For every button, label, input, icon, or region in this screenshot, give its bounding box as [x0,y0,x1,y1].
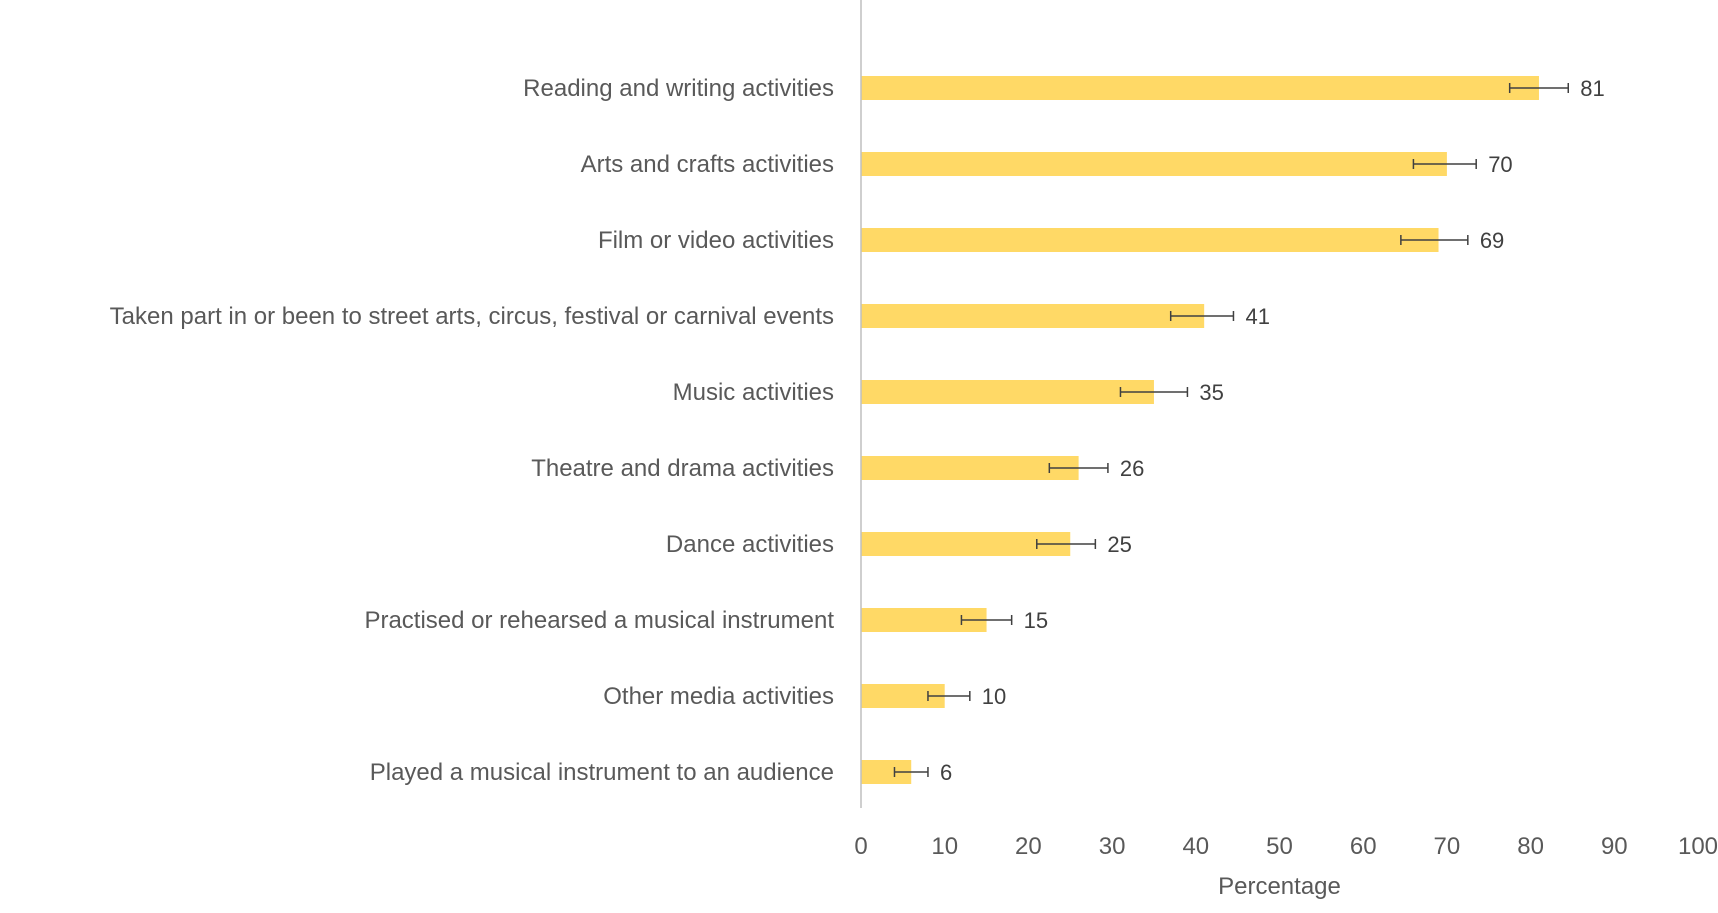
bar [861,228,1439,252]
data-label: 15 [1024,608,1048,633]
category-label: Practised or rehearsed a musical instrum… [364,607,834,634]
bar [861,152,1447,176]
category-label: Theatre and drama activities [531,455,834,482]
data-label: 10 [982,684,1006,709]
x-tick-label: 90 [1601,833,1628,860]
error-bar [1048,463,1109,473]
x-tick-label: 50 [1266,833,1293,860]
category-label: Dance activities [666,531,834,558]
data-label: 35 [1199,380,1223,405]
x-tick-label: 100 [1678,833,1718,860]
error-bar [1119,387,1189,397]
data-label: 70 [1488,152,1512,177]
data-label: 6 [940,760,952,785]
category-label: Other media activities [603,683,834,710]
category-label: Arts and crafts activities [581,151,834,178]
error-bar [960,615,1013,625]
data-label: 69 [1480,228,1504,253]
x-axis-ticks: 0 10 20 30 40 50 60 70 80 90 100 [854,833,1718,860]
bars-layer [861,76,1570,784]
x-tick-label: 70 [1434,833,1461,860]
x-tick-label: 0 [854,833,867,860]
x-tick-label: 60 [1350,833,1377,860]
category-label: Taken part in or been to street arts, ci… [110,303,834,330]
error-bar [1400,235,1469,245]
data-label: 81 [1580,76,1604,101]
bar [861,456,1079,480]
error-bar [1036,539,1097,549]
data-label: 41 [1245,304,1269,329]
category-label: Film or video activities [598,227,834,254]
data-label: 26 [1120,456,1144,481]
category-label: Reading and writing activities [523,75,834,102]
bar [861,304,1205,328]
x-axis-title: Percentage [1218,873,1341,900]
error-bar [927,691,971,701]
x-tick-label: 20 [1015,833,1042,860]
category-label: Played a musical instrument to an audien… [370,759,834,786]
error-bar [1412,159,1477,169]
category-label: Music activities [673,379,834,406]
labels-layer: Reading and writing activities 81 Arts and… [110,75,1605,786]
x-tick-label: 30 [1099,833,1126,860]
x-tick-label: 10 [931,833,958,860]
error-bar [1169,311,1235,321]
error-bar [893,767,929,777]
bar [861,532,1071,556]
error-bar [1508,83,1570,93]
bar [861,380,1154,404]
x-tick-label: 40 [1182,833,1209,860]
bar [861,76,1539,100]
x-tick-label: 80 [1517,833,1544,860]
data-label: 25 [1107,532,1131,557]
